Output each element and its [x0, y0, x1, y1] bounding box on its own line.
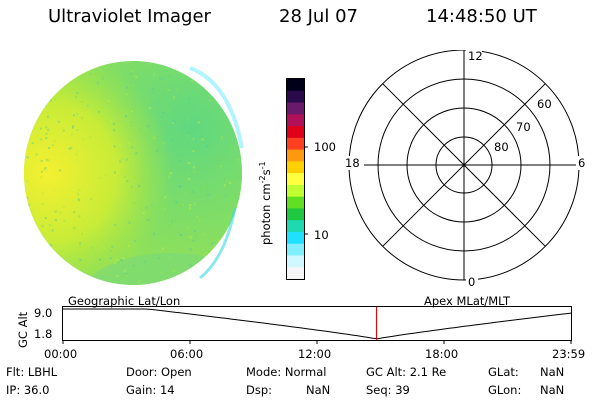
limb-glow [189, 66, 244, 149]
colorbar-band [287, 149, 304, 162]
door-status: Door: Open [126, 365, 192, 379]
colorbar-band [287, 90, 304, 104]
seq-status: Seq: 39 [366, 383, 410, 397]
mlt-label-12: 12 [468, 50, 483, 63]
colorbar-tick-10: 10 [314, 228, 329, 242]
lat-label-70: 70 [516, 120, 531, 134]
colorbar-band [287, 102, 304, 115]
geographic-label: Geographic Lat/Lon [68, 294, 181, 308]
x-tick-0000: 00:00 [44, 347, 78, 361]
x-tick-1800: 18:00 [425, 347, 459, 361]
gc-alt-status: GC Alt: 2.1 Re [366, 365, 447, 379]
colorbar-band [287, 208, 304, 221]
x-tick-2359: 23:59 [552, 347, 586, 361]
time-label: 14:48:50 UT [426, 6, 537, 27]
timeline-frame [62, 306, 572, 341]
x-tick-1200: 12:00 [298, 347, 332, 361]
ip-status: IP: 36.0 [6, 383, 50, 397]
y-tick-1-8: 1.8 [34, 327, 53, 341]
dsp-status: Dsp: [246, 383, 273, 397]
mlt-label-6: 6 [578, 156, 585, 170]
colorbar-tick-100: 100 [314, 140, 336, 154]
mode-status: Mode: Normal [246, 365, 327, 379]
colorbar-band [287, 243, 304, 256]
colorbar-band [287, 196, 304, 209]
dsp-value: NaN [306, 383, 331, 397]
altitude-curve [63, 308, 572, 340]
apex-label: Apex MLat/MLT [424, 294, 511, 308]
colorbar-band [287, 184, 304, 198]
uv-image-panel [24, 61, 244, 285]
glat-value: NaN [540, 365, 565, 379]
uv-image-disc [24, 61, 242, 285]
instrument-title: Ultraviolet Imager [48, 6, 211, 27]
lat-label-80: 80 [494, 140, 509, 154]
colorbar-band [287, 267, 304, 280]
y-tick-9: 9.0 [34, 306, 53, 320]
x-tick-0600: 06:00 [170, 347, 204, 361]
colorbar-band [287, 161, 304, 174]
date-label: 28 Jul 07 [279, 6, 358, 27]
colorbar-band [287, 114, 304, 127]
lat-label-60: 60 [537, 97, 552, 111]
altitude-timeline [62, 306, 572, 344]
glat-status: GLat: [488, 365, 519, 379]
colorbar-band [287, 126, 304, 139]
colorbar-band [287, 79, 304, 92]
gc-alt-axis-label: GC Alt [16, 311, 30, 348]
glon-value: NaN [540, 383, 565, 397]
colorbar-band [287, 220, 304, 233]
colorbar-band [287, 255, 304, 268]
mlt-label-0: 0 [468, 275, 475, 289]
colorbar-band [287, 173, 304, 186]
mlt-label-18: 18 [345, 156, 360, 170]
glon-status: GLon: [488, 383, 522, 397]
colorbar-unit-label: photon cm-2s-1 [258, 161, 273, 245]
colorbar-band [287, 231, 304, 245]
gain-status: Gain: 14 [126, 383, 175, 397]
color-bar [286, 78, 308, 280]
polar-plot: 12 18 6 0 60 70 80 [342, 50, 588, 289]
colorbar-band [287, 137, 304, 151]
filter-status: Flt: LBHL [6, 365, 58, 379]
